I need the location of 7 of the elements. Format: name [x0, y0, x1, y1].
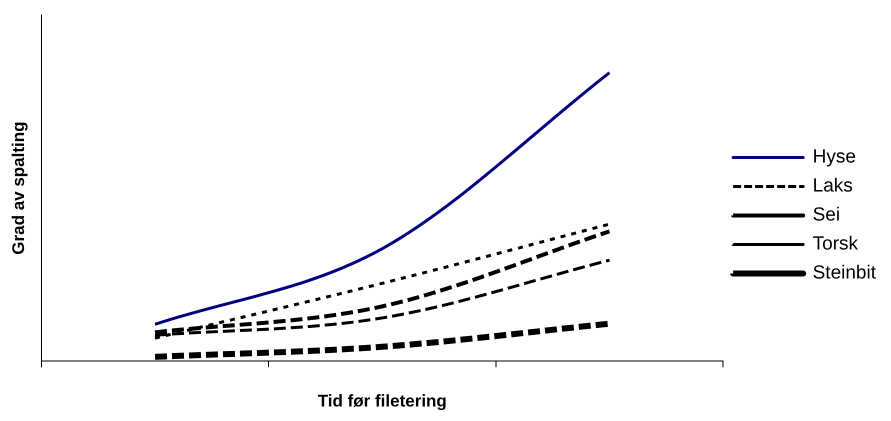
legend-label: Torsk	[812, 234, 859, 255]
legend-label: Steinbit	[812, 262, 877, 284]
y-axis-title: Grad av spalting	[8, 122, 28, 255]
legend-label: Hyse	[812, 146, 856, 168]
legend-label: Sei	[812, 204, 840, 226]
x-axis-title: Tid før filetering	[318, 391, 447, 410]
legend-label: Laks	[812, 176, 853, 197]
